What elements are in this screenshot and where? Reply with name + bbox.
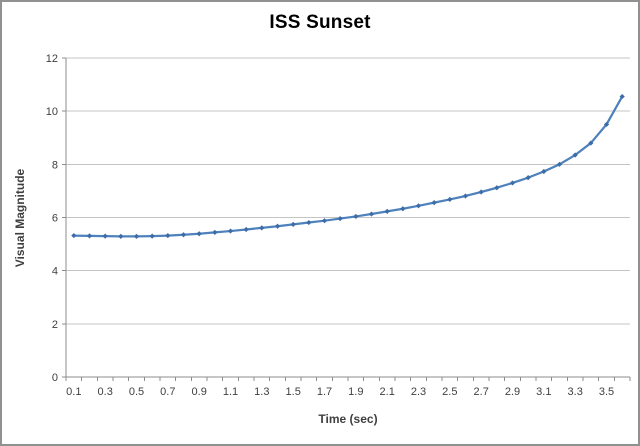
x-tick-label: 2.1	[380, 386, 395, 398]
series-line	[72, 95, 624, 238]
data-point-marker	[196, 231, 202, 237]
data-point-marker	[180, 232, 187, 238]
data-point-marker	[525, 175, 531, 181]
y-tick-label: 8	[52, 159, 58, 171]
data-point-marker	[447, 196, 453, 203]
data-point-marker	[478, 189, 484, 195]
x-tick-label: 1.3	[254, 386, 269, 398]
data-point-marker	[603, 121, 610, 128]
data-point-marker	[227, 228, 234, 234]
data-point-marker	[494, 185, 500, 191]
data-point-marker	[588, 140, 594, 146]
data-point-marker	[572, 152, 578, 158]
data-point-marker	[619, 93, 625, 100]
y-tick-label: 10	[46, 106, 58, 118]
data-point-marker	[86, 233, 93, 239]
x-tick-label: 1.5	[286, 386, 301, 398]
x-tick-label: 1.7	[317, 386, 332, 398]
x-axis-title: Time (sec)	[318, 412, 378, 426]
data-point-marker	[431, 200, 437, 206]
y-tick-label: 6	[52, 213, 58, 225]
x-tick-label: 0.9	[192, 386, 207, 398]
data-point-marker	[384, 208, 390, 214]
data-point-marker	[306, 219, 312, 226]
y-tick-label: 0	[52, 372, 58, 384]
data-point-marker	[149, 233, 155, 239]
x-tick-label: 0.5	[129, 386, 144, 398]
data-point-marker	[133, 233, 140, 239]
chart-title: ISS Sunset	[269, 12, 371, 33]
data-point-marker	[541, 168, 547, 175]
data-point-marker	[353, 213, 359, 220]
data-point-marker	[212, 229, 218, 235]
x-tick-label: 3.1	[536, 386, 551, 398]
data-point-marker	[118, 233, 124, 239]
data-point-marker	[259, 225, 265, 231]
x-tick-label: 0.1	[66, 386, 81, 398]
y-axis-title: Visual Magnitude	[13, 168, 27, 268]
x-tick-label: 2.3	[411, 386, 426, 398]
data-point-marker	[165, 232, 171, 239]
x-tick-label: 2.5	[442, 386, 457, 398]
x-tick-label: 3.5	[599, 386, 614, 398]
data-point-marker	[509, 180, 516, 186]
data-point-marker	[462, 193, 469, 199]
data-point-marker	[243, 226, 249, 233]
data-point-marker	[274, 223, 281, 229]
x-tick-label: 0.7	[160, 386, 175, 398]
data-point-marker	[337, 215, 343, 222]
data-point-marker	[415, 203, 422, 209]
x-tick-label: 2.9	[505, 386, 520, 398]
y-tick-label: 12	[46, 53, 58, 65]
x-tick-label: 3.3	[568, 386, 583, 398]
x-tick-label: 1.9	[348, 386, 363, 398]
data-point-marker	[400, 206, 406, 212]
y-tick-label: 2	[52, 319, 58, 331]
data-point-marker	[321, 218, 328, 224]
data-point-marker	[102, 233, 108, 239]
x-tick-label: 0.3	[98, 386, 113, 398]
y-tick-label: 4	[52, 266, 58, 278]
data-point-marker	[556, 161, 563, 167]
x-tick-label: 2.7	[474, 386, 489, 398]
x-tick-label: 1.1	[223, 386, 238, 398]
data-point-marker	[290, 221, 296, 228]
data-point-marker	[368, 211, 375, 217]
data-point-marker	[71, 232, 77, 239]
